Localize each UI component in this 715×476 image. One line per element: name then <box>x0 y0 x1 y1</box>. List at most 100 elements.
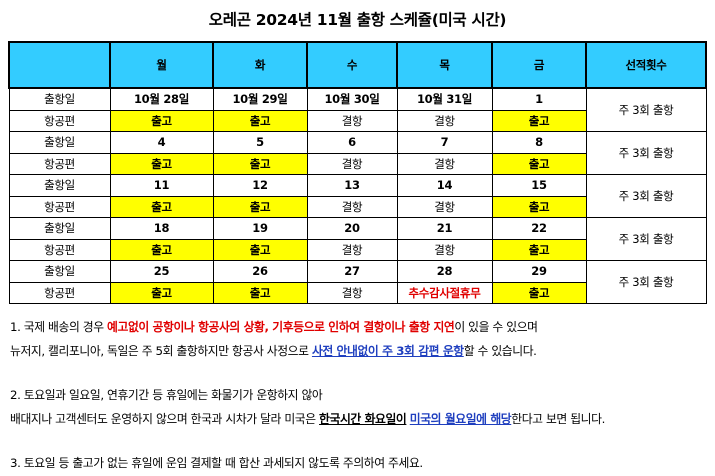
flight-status-shipping: 출고 <box>109 281 214 304</box>
row-label-departure: 출항일 <box>8 87 111 111</box>
flight-status-shipping: 출고 <box>491 281 587 304</box>
date-cell-wed: 6 <box>306 131 398 154</box>
flight-status-cancelled: 결항 <box>396 152 493 175</box>
date-cell-tue: 19 <box>212 217 308 240</box>
date-cell-thu: 10월 31일 <box>396 87 493 111</box>
note-warning-text: 예고없이 공항이나 항공사의 상황, 기후등으로 인하여 결항이나 출항 지연 <box>107 320 455 334</box>
date-cell-wed: 10월 30일 <box>306 87 398 111</box>
note-1-line-1: 1. 국제 배송의 경우 예고없이 공항이나 항공사의 상황, 기후등으로 인하… <box>10 316 710 340</box>
date-cell-tue: 10월 29일 <box>212 87 308 111</box>
date-cell-thu: 28 <box>396 260 493 283</box>
note-text: 할 수 있습니다. <box>463 343 537 358</box>
flight-row: 항공편 출고 출고 결항 결항 출고 <box>8 152 706 175</box>
row-label-flight: 항공편 <box>8 152 111 175</box>
date-cell-fri: 22 <box>491 217 587 240</box>
flight-status-shipping: 출고 <box>212 238 308 261</box>
header-cell-mon: 월 <box>109 41 214 89</box>
departure-row: 출항일 18 19 20 21 22 주 3회 출항 <box>8 217 707 261</box>
note-3: 3. 토요일 등 출고가 없는 휴일에 운임 결제할 때 합산 과세되지 않도록… <box>10 456 423 470</box>
row-label-flight: 항공편 <box>8 109 111 132</box>
note-emphasis-text: 미국의 월요일에 해당 <box>409 411 512 426</box>
flight-status-shipping: 출고 <box>109 152 214 175</box>
row-label-departure: 출항일 <box>8 217 111 240</box>
header-cell-thu: 목 <box>396 41 493 89</box>
row-label-departure: 출항일 <box>8 174 111 197</box>
header-cell-fri: 금 <box>491 41 587 89</box>
departure-row: 출항일 25 26 27 28 29 주 3회 출항 <box>8 260 707 304</box>
flight-status-cancelled: 결항 <box>306 281 398 304</box>
flight-row: 항공편 출고 출고 결항 결항 출고 <box>8 238 706 261</box>
frequency-cell: 주 3회 출항 <box>585 87 707 132</box>
date-cell-fri: 1 <box>491 87 587 111</box>
departure-row: 출항일 10월 28일 10월 29일 10월 30일 10월 31일 1 주 3회 출항 <box>8 87 707 132</box>
flight-status-shipping: 출고 <box>491 238 587 261</box>
row-label-flight: 항공편 <box>8 281 111 304</box>
notes-section: 1. 국제 배송의 경우 예고없이 공항이나 항공사의 상황, 기후등으로 인하… <box>10 316 710 476</box>
date-cell-thu: 14 <box>396 174 493 197</box>
flight-status-shipping: 출고 <box>212 152 308 175</box>
note-text: 이 있을 수 있으며 <box>454 320 538 334</box>
header-cell-wed: 수 <box>306 41 398 89</box>
note-text: 뉴저지, 캘리포니아, 독일은 주 5회 출항하지만 항공사 사정으로 <box>10 343 312 358</box>
date-cell-wed: 20 <box>306 217 398 240</box>
note-2-line-1: 2. 토요일과 일요일, 연휴기간 등 휴일에는 화물기가 운항하지 않아 <box>10 388 323 402</box>
page-title: 오레곤 2024년 11월 출항 스케쥴(미국 시간) <box>208 11 507 29</box>
flight-status-shipping: 출고 <box>109 238 214 261</box>
flight-status-shipping: 출고 <box>109 195 214 218</box>
flight-status-holiday: 추수감사절휴무 <box>396 281 493 304</box>
date-cell-tue: 26 <box>212 260 308 283</box>
row-label-departure: 출항일 <box>8 260 111 283</box>
date-cell-mon: 25 <box>109 260 214 283</box>
flight-status-cancelled: 결항 <box>396 238 493 261</box>
frequency-cell: 주 3회 출항 <box>585 217 707 261</box>
flight-status-shipping: 출고 <box>491 195 587 218</box>
header-cell-frequency: 선적횟수 <box>585 41 707 89</box>
flight-status-cancelled: 결항 <box>306 152 398 175</box>
flight-status-cancelled: 결항 <box>306 195 398 218</box>
note-text: 한다고 보면 됩니다. <box>511 411 605 426</box>
date-cell-mon: 4 <box>109 131 214 154</box>
date-cell-thu: 21 <box>396 217 493 240</box>
date-cell-wed: 13 <box>306 174 398 197</box>
flight-status-shipping: 출고 <box>109 109 214 132</box>
date-cell-thu: 7 <box>396 131 493 154</box>
date-cell-mon: 11 <box>109 174 214 197</box>
date-cell-fri: 29 <box>491 260 587 283</box>
date-cell-tue: 5 <box>212 131 308 154</box>
departure-row: 출항일 4 5 6 7 8 주 3회 출항 <box>8 131 707 175</box>
date-cell-fri: 15 <box>491 174 587 197</box>
row-label-flight: 항공편 <box>8 195 111 218</box>
note-text: 1. 국제 배송의 경우 <box>10 320 108 334</box>
row-label-departure: 출항일 <box>8 131 111 154</box>
flight-status-shipping: 출고 <box>491 109 587 132</box>
header-cell-tue: 화 <box>212 41 308 89</box>
note-emphasis-text: 사전 안내없이 주 3회 감편 운항 <box>311 343 464 358</box>
flight-status-cancelled: 결항 <box>396 195 493 218</box>
flight-row: 항공편 출고 출고 결항 추수감사절휴무 출고 <box>8 281 706 304</box>
frequency-cell: 주 3회 출항 <box>585 260 707 304</box>
note-text: 배대지나 고객센터도 운영하지 않으며 한국과 시차가 달라 미국은 <box>10 411 320 426</box>
header-cell-blank <box>8 41 111 89</box>
flight-status-shipping: 출고 <box>212 195 308 218</box>
date-cell-mon: 18 <box>109 217 214 240</box>
flight-status-shipping: 출고 <box>212 281 308 304</box>
date-cell-fri: 8 <box>491 131 587 154</box>
frequency-cell: 주 3회 출항 <box>585 131 707 175</box>
note-2-line-2: 배대지나 고객센터도 운영하지 않으며 한국과 시차가 달라 미국은 한국시간 … <box>10 408 710 432</box>
date-cell-tue: 12 <box>212 174 308 197</box>
note-emphasis-text: 한국시간 화요일이 <box>319 411 407 426</box>
row-label-flight: 항공편 <box>8 238 111 261</box>
header-row: 월 화 수 목 금 선적횟수 <box>8 41 707 89</box>
flight-status-cancelled: 결항 <box>396 109 493 132</box>
departure-row: 출항일 11 12 13 14 15 주 3회 출항 <box>8 174 707 218</box>
date-cell-mon: 10월 28일 <box>109 87 214 111</box>
flight-status-shipping: 출고 <box>491 152 587 175</box>
date-cell-wed: 27 <box>306 260 398 283</box>
flight-status-shipping: 출고 <box>212 109 308 132</box>
schedule-table: 월 화 수 목 금 선적횟수 출항일 10월 28일 10월 29일 10월 30일 1… <box>8 41 707 304</box>
flight-status-cancelled: 결항 <box>306 238 398 261</box>
flight-status-cancelled: 결항 <box>306 109 398 132</box>
note-1-line-2: 뉴저지, 캘리포니아, 독일은 주 5회 출항하지만 항공사 사정으로 사전 안… <box>10 340 710 364</box>
frequency-cell: 주 3회 출항 <box>585 174 707 218</box>
